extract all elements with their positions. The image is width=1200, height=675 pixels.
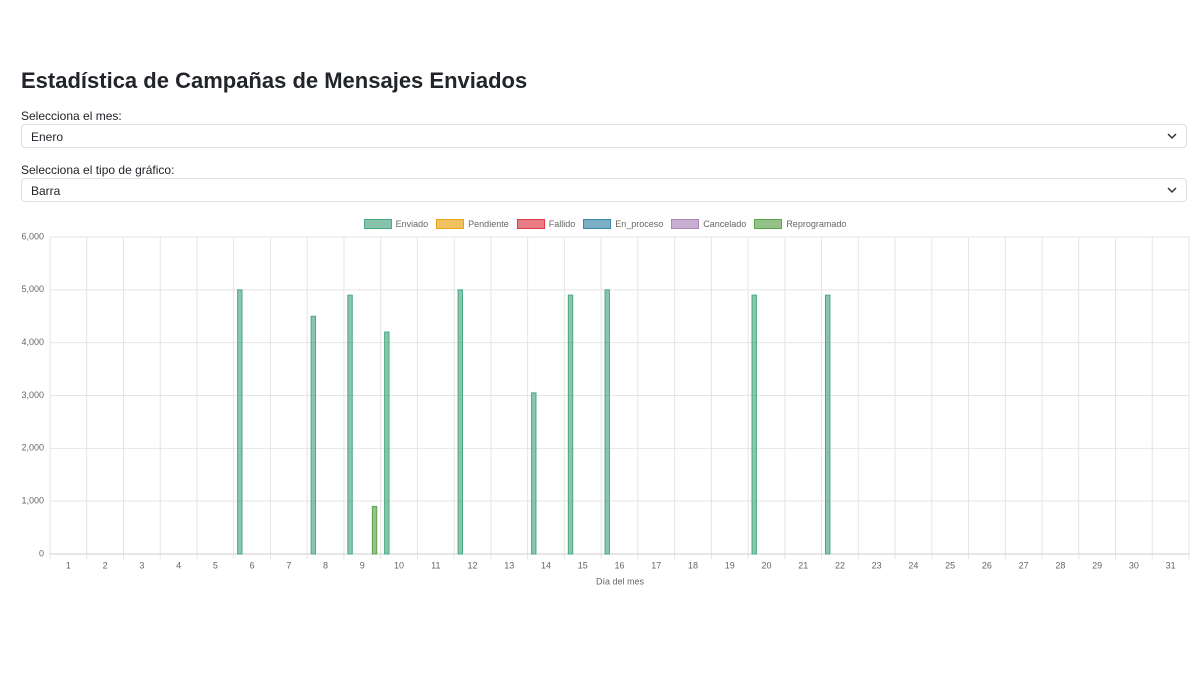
x-tick-label: 10 <box>394 560 404 570</box>
x-tick-label: 25 <box>945 560 955 570</box>
x-tick-label: 8 <box>323 560 328 570</box>
legend-swatch <box>754 219 783 229</box>
x-tick-label: 28 <box>1055 560 1065 570</box>
chevron <box>1167 187 1177 194</box>
month-label: Selecciona el mes: <box>21 109 122 123</box>
x-tick-label: 6 <box>250 560 255 570</box>
x-tick-label: 16 <box>614 560 624 570</box>
x-tick-label: 27 <box>1019 560 1029 570</box>
x-tick-label: 21 <box>798 560 808 570</box>
y-tick-label: 3,000 <box>21 390 44 400</box>
y-tick-label: 6,000 <box>21 231 44 241</box>
y-tick-label: 1,000 <box>21 496 44 506</box>
x-tick-label: 24 <box>908 560 918 570</box>
x-tick-label: 29 <box>1092 560 1102 570</box>
chevron <box>1167 133 1177 140</box>
bar <box>567 294 574 555</box>
legend-item[interactable]: Enviado <box>363 219 429 229</box>
bar <box>604 289 610 555</box>
bar <box>347 294 353 555</box>
bar <box>824 294 831 555</box>
x-tick-label: 30 <box>1129 560 1139 570</box>
month-value: Enero <box>31 130 64 144</box>
bar <box>531 392 537 555</box>
chart-type-select[interactable]: Barra <box>21 178 1187 202</box>
legend-item[interactable]: Cancelado <box>671 219 746 229</box>
legend-item[interactable]: Reprogramado <box>754 219 846 229</box>
legend: Enviado Pendiente Fallido En_proceso Cancela… <box>50 219 1160 229</box>
bar <box>751 294 757 555</box>
page-title: Estadística de Campañas de Mensajes Envi… <box>21 68 528 93</box>
x-tick-label: 4 <box>176 560 181 570</box>
x-tick-label: 14 <box>541 560 551 570</box>
x-tick-label: 26 <box>982 560 992 570</box>
bar <box>384 331 390 555</box>
legend-swatch <box>671 219 700 229</box>
legend-swatch <box>516 219 545 229</box>
legend-swatch <box>436 219 465 229</box>
y-tick-label: 4,000 <box>21 337 44 347</box>
x-tick-label: 18 <box>688 560 698 570</box>
bar <box>371 505 378 555</box>
x-tick-label: 12 <box>468 560 478 570</box>
x-axis-title: Día del mes <box>596 576 645 586</box>
x-tick-label: 1 <box>66 560 71 570</box>
legend-label: Reprogramado <box>786 219 847 229</box>
legend-label: Cancelado <box>703 219 747 229</box>
legend-label: Enviado <box>395 219 429 229</box>
x-tick-label: 20 <box>761 560 771 570</box>
bar <box>237 289 243 555</box>
x-tick-label: 3 <box>139 560 144 570</box>
month-select[interactable]: Enero <box>21 124 1187 148</box>
legend-label: Fallido <box>548 219 576 229</box>
bar <box>310 315 317 555</box>
x-tick-label: 23 <box>872 560 882 570</box>
y-tick-label: 5,000 <box>21 284 44 294</box>
x-tick-label: 7 <box>286 560 291 570</box>
y-tick-label: 0 <box>39 548 44 558</box>
x-tick-label: 15 <box>578 560 588 570</box>
x-tick-label: 13 <box>504 560 514 570</box>
x-tick-label: 22 <box>835 560 845 570</box>
legend-item[interactable]: Fallido <box>516 219 576 229</box>
x-tick-label: 2 <box>103 560 108 570</box>
chart-type-label: Selecciona el tipo de gráfico: <box>21 163 175 177</box>
x-tick-label: 19 <box>725 560 735 570</box>
x-tick-label: 17 <box>651 560 661 570</box>
legend-label: En_proceso <box>615 219 664 229</box>
y-tick-label: 2,000 <box>21 443 44 453</box>
x-tick-label: 11 <box>431 560 440 570</box>
x-tick-label: 9 <box>360 560 365 570</box>
legend-swatch <box>583 219 612 229</box>
legend-item[interactable]: Pendiente <box>436 219 509 229</box>
legend-label: Pendiente <box>468 219 509 229</box>
legend-swatch <box>363 219 392 229</box>
bar <box>457 289 463 555</box>
legend-item[interactable]: En_proceso <box>583 219 663 229</box>
x-tick-label: 5 <box>213 560 218 570</box>
x-tick-label: 31 <box>1166 560 1176 570</box>
chart-type-value: Barra <box>31 184 61 198</box>
